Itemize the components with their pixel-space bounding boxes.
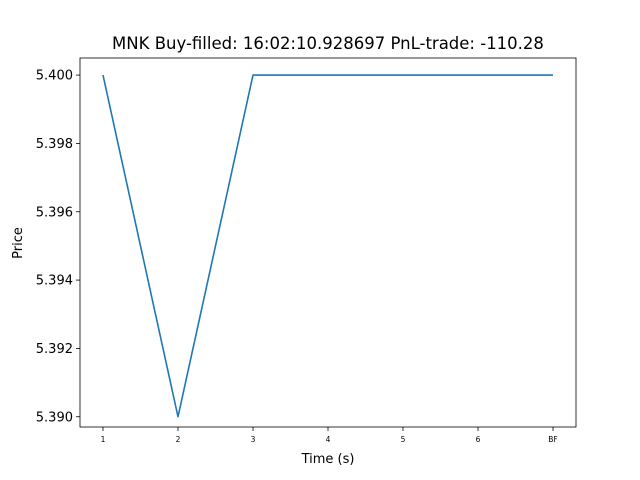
x-tick-label: 2 bbox=[176, 435, 181, 444]
x-axis-ticks: 1 2 3 4 5 6 BF bbox=[101, 427, 558, 444]
x-tick-label: 3 bbox=[251, 435, 256, 444]
x-tick-label: 1 bbox=[101, 435, 106, 444]
y-axis-ticks: 5.390 5.392 5.394 5.396 5.398 5.400 bbox=[36, 69, 80, 425]
y-axis-label: Price bbox=[11, 227, 26, 259]
y-tick-label: 5.398 bbox=[36, 137, 73, 152]
series-layer bbox=[102, 74, 553, 418]
x-tick-label: 4 bbox=[326, 435, 331, 444]
y-tick-label: 5.400 bbox=[36, 69, 73, 84]
y-tick-label: 5.390 bbox=[36, 410, 73, 425]
plot-area bbox=[79, 57, 577, 428]
chart-title: MNK Buy-filled: 16:02:10.928697 PnL-trad… bbox=[112, 34, 544, 53]
x-tick-label: BF bbox=[548, 435, 557, 444]
y-tick-label: 5.394 bbox=[36, 274, 73, 289]
x-tick-label: 5 bbox=[401, 435, 406, 444]
x-tick-label: 6 bbox=[476, 435, 481, 444]
y-tick-label: 5.392 bbox=[36, 342, 73, 357]
y-tick-label: 5.396 bbox=[36, 205, 73, 220]
price-series-line bbox=[102, 74, 553, 418]
x-axis-label: Time (s) bbox=[301, 452, 355, 467]
